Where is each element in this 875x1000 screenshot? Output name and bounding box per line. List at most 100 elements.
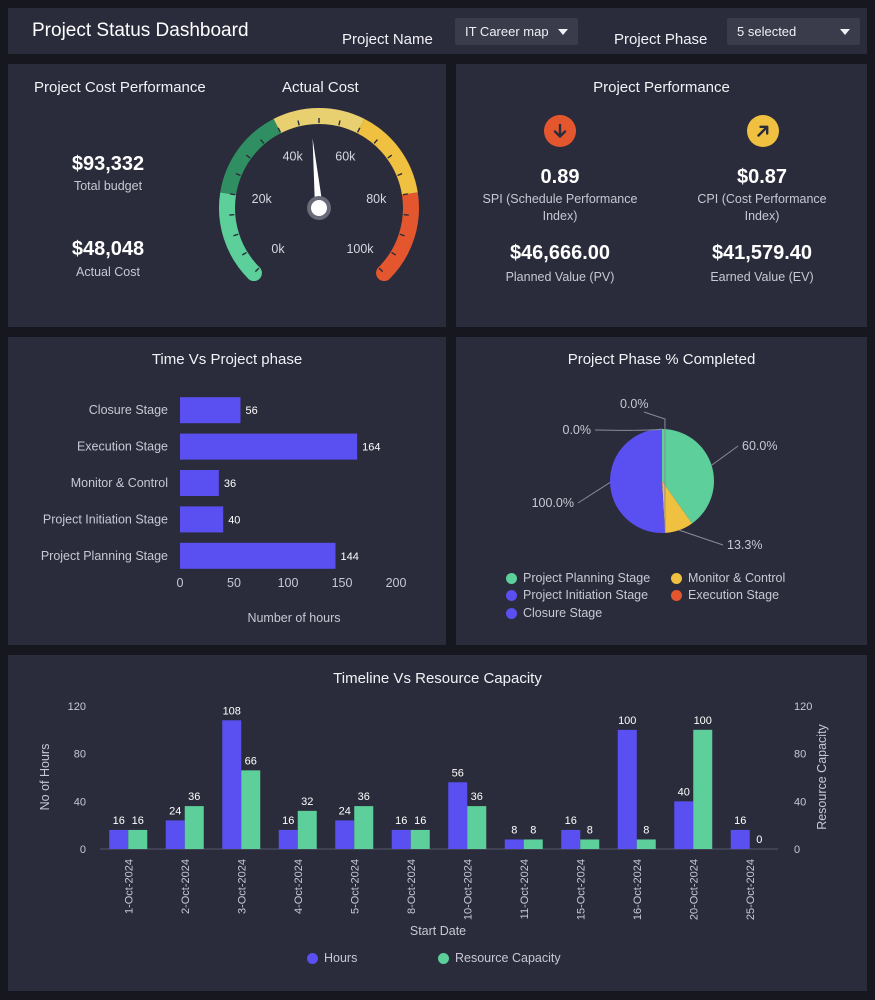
x-tick-label: 3-Oct-2024 xyxy=(236,859,248,914)
legend-closure[interactable]: Closure Stage xyxy=(506,606,602,620)
time-vs-phase-title: Time Vs Project phase xyxy=(151,351,303,368)
chevron-down-icon xyxy=(558,28,568,35)
legend-project-planning[interactable]: Project Planning Stage xyxy=(506,571,650,585)
legend-hours[interactable]: Hours xyxy=(307,951,357,965)
pie-data-label: 0.0% xyxy=(563,423,592,437)
bar xyxy=(523,839,543,849)
actual-cost-label: Actual Cost xyxy=(76,265,140,279)
category-label: Monitor & Control xyxy=(71,476,168,490)
data-label: 0 xyxy=(756,834,762,846)
arrow-up-right-icon xyxy=(747,115,779,147)
time-vs-phase-chart: Closure Stage 56 Execution Stage 164 Monitor… xyxy=(41,397,406,625)
data-label: 8 xyxy=(530,824,536,836)
data-label: 36 xyxy=(358,791,370,803)
data-label: 16 xyxy=(132,815,144,827)
gauge-tick xyxy=(235,172,241,177)
gauge-segment-80k-100k xyxy=(378,192,419,279)
data-label: 36 xyxy=(471,791,483,803)
data-label: 16 xyxy=(734,815,746,827)
bar xyxy=(241,770,261,849)
data-label: 8 xyxy=(587,824,593,836)
bar xyxy=(297,810,317,849)
timeline-title: Timeline Vs Resource Capacity xyxy=(333,670,542,687)
gauge-tick xyxy=(245,154,251,159)
x-axis-label: Start Date xyxy=(410,924,466,938)
phase-completed-pie: 60.0% 13.3% 0.0% 100.0% 0.0% xyxy=(532,397,778,552)
data-label: 36 xyxy=(188,791,200,803)
data-label: 24 xyxy=(339,805,351,817)
x-tick-label: 0 xyxy=(177,576,184,590)
earned-value-label: Earned Value (EV) xyxy=(710,270,814,284)
bar xyxy=(180,433,358,460)
bar xyxy=(730,829,750,849)
earned-value: $41,579.40 xyxy=(711,242,813,264)
project-phase-value: 5 selected xyxy=(737,24,797,39)
legend-resource-capacity[interactable]: Resource Capacity xyxy=(438,951,561,965)
legend-execution[interactable]: Execution Stage xyxy=(671,588,779,602)
x-tick-label: 16-Oct-2024 xyxy=(632,859,644,920)
pie-leader-line xyxy=(577,482,611,504)
legend-swatch xyxy=(671,572,682,584)
performance-panel-title: Project Performance xyxy=(593,79,730,96)
bar xyxy=(180,542,336,569)
legend-swatch xyxy=(307,952,318,964)
legend-swatch xyxy=(438,952,449,964)
bar xyxy=(391,829,411,849)
gauge-tick xyxy=(260,139,265,144)
category-label: Execution Stage xyxy=(77,440,168,454)
actual-cost-value: $48,048 xyxy=(71,238,145,260)
bar xyxy=(180,506,224,533)
x-tick-label: 25-Oct-2024 xyxy=(745,859,757,920)
bar xyxy=(109,829,129,849)
data-label: 16 xyxy=(395,815,407,827)
gauge-tick xyxy=(233,233,239,237)
legend-swatch xyxy=(671,589,682,601)
bar xyxy=(693,729,713,849)
legend-label: Hours xyxy=(324,951,358,965)
x-tick-label: 8-Oct-2024 xyxy=(406,859,418,914)
gauge-tick xyxy=(277,127,282,133)
actual-cost-gauge: 0k 20k 40k 60k 80k 100k xyxy=(219,108,419,282)
bar xyxy=(184,806,204,849)
legend-label: Closure Stage xyxy=(523,606,603,620)
page-title: Project Status Dashboard xyxy=(32,20,249,41)
y2-tick-label: 0 xyxy=(794,844,800,856)
chevron-down-icon xyxy=(840,28,850,35)
legend-label: Monitor & Control xyxy=(688,571,786,585)
cost-performance-panel: Project Cost Performance Actual Cost $93… xyxy=(8,64,446,327)
project-phase-dropdown[interactable]: 5 selected xyxy=(727,18,860,45)
legend-swatch xyxy=(506,607,517,619)
legend-label: Project Planning Stage xyxy=(523,571,651,585)
y2-tick-label: 80 xyxy=(794,749,806,761)
bar xyxy=(180,470,219,496)
pie-data-label: 13.3% xyxy=(727,538,762,552)
project-name-label: Project Name xyxy=(342,31,433,48)
gauge-title: Actual Cost xyxy=(282,79,359,96)
legend-label: Project Initiation Stage xyxy=(523,588,649,602)
legend-project-initiation[interactable]: Project Initiation Stage xyxy=(506,588,648,602)
planned-value-label: Planned Value (PV) xyxy=(505,270,615,284)
data-label: 40 xyxy=(678,786,690,798)
gauge-tick xyxy=(241,251,247,256)
y2-tick-label: 120 xyxy=(794,701,812,713)
bar xyxy=(354,806,374,849)
legend-swatch xyxy=(506,572,517,584)
project-name-dropdown[interactable]: IT Career map xyxy=(455,18,578,45)
legend-monitor-control[interactable]: Monitor & Control xyxy=(671,571,785,585)
data-label: 100 xyxy=(618,715,636,727)
gauge-tick-label: 0k xyxy=(271,242,285,256)
data-label: 100 xyxy=(694,715,712,727)
bar xyxy=(636,839,656,849)
x-tick-label: 150 xyxy=(332,576,353,590)
data-label: 16 xyxy=(282,815,294,827)
x-tick-label: 10-Oct-2024 xyxy=(462,859,474,920)
project-performance-panel: Project Performance 0.89 SPI (Schedule P… xyxy=(456,64,867,327)
y-axis-label: No of Hours xyxy=(38,744,52,811)
gauge-tick-label: 60k xyxy=(335,149,356,163)
x-tick-label: 20-Oct-2024 xyxy=(688,859,700,920)
spi-label: SPI (Schedule Performance Index) xyxy=(482,192,638,223)
time-vs-phase-panel: Time Vs Project phase Closure Stage 56 Exe… xyxy=(8,337,446,645)
data-label: 164 xyxy=(362,442,380,454)
data-label: 8 xyxy=(643,824,649,836)
gauge-tick xyxy=(378,267,384,273)
